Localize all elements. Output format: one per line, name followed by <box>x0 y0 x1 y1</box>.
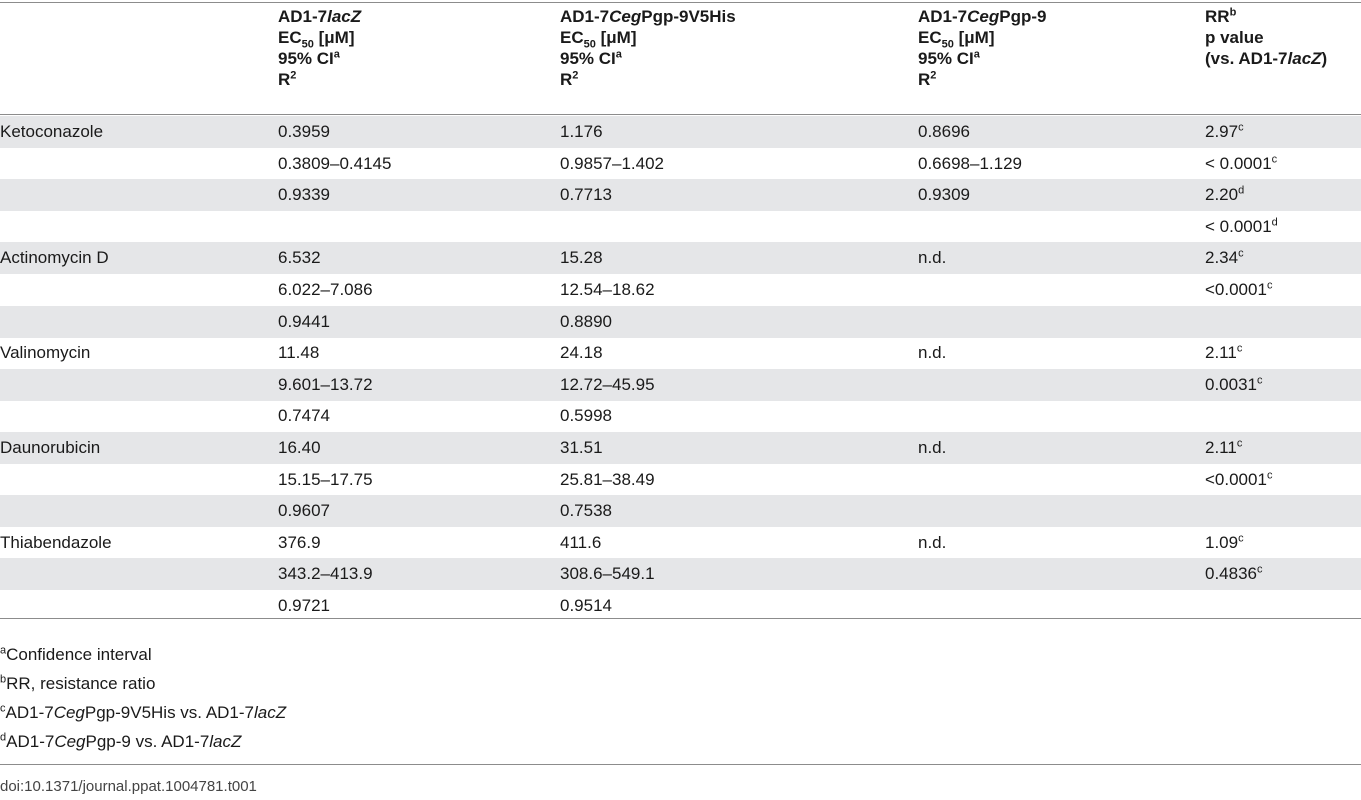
table-cell: < 0.0001d <box>1205 216 1278 236</box>
table-cell: 24.18 <box>560 343 603 363</box>
table-row: Ketoconazole 0.3959 1.176 0.8696 2.97c <box>0 116 1361 148</box>
table-cell: < 0.0001c <box>1205 152 1278 173</box>
table-cell: 0.5998 <box>560 406 612 426</box>
table-row: 343.2–413.9 308.6–549.1 0.4836c <box>0 558 1361 591</box>
footer-rule <box>0 764 1361 765</box>
header-cegpgp9: AD1-7CegPgp-9 EC50 [μM] 95% CIa R2 <box>918 7 1047 89</box>
footnote-d: dAD1-7CegPgp-9 vs. AD1-7lacZ <box>0 731 242 751</box>
table-cell: 411.6 <box>560 532 602 552</box>
bottom-rule <box>0 618 1361 619</box>
table-cell: 2.34c <box>1205 247 1244 268</box>
footnote-a: aConfidence interval <box>0 644 152 664</box>
table-cell: n.d. <box>918 532 947 552</box>
table-cell: 0.9309 <box>918 185 970 205</box>
table-row: 6.022–7.086 12.54–18.62 <0.0001c <box>0 274 1361 306</box>
table-row: Valinomycin 11.48 24.18 n.d. 2.11c <box>0 337 1361 369</box>
table-row: Daunorubicin 16.40 31.51 n.d. 2.11c <box>0 432 1361 464</box>
table-cell: 0.0031c <box>1205 374 1263 394</box>
table-cell: 0.7474 <box>278 406 330 426</box>
table-cell: 1.176 <box>560 122 603 141</box>
table-cell: 15.28 <box>560 248 603 268</box>
table-cell: 9.601–13.72 <box>278 374 373 394</box>
table-cell: n.d. <box>918 438 947 457</box>
table-cell: 16.40 <box>278 438 321 457</box>
table-cell: 12.54–18.62 <box>560 280 655 299</box>
table-cell: <0.0001c <box>1205 279 1273 299</box>
table-cell: 0.7713 <box>560 185 612 205</box>
table-row: Thiabendazole 376.9 411.6 n.d. 1.09c <box>0 527 1361 559</box>
doi-text: doi:10.1371/journal.ppat.1004781.t001 <box>0 778 257 795</box>
table-cell: 2.20d <box>1205 184 1245 205</box>
table-cell: 343.2–413.9 <box>278 564 373 584</box>
table-cell: 0.4836c <box>1205 563 1263 584</box>
table-cell: 2.11c <box>1205 342 1243 363</box>
table-row: 0.9607 0.7538 <box>0 495 1361 528</box>
table-cell: 6.022–7.086 <box>278 280 373 299</box>
table-cell: 308.6–549.1 <box>560 564 655 584</box>
table-cell: 25.81–38.49 <box>560 469 655 489</box>
table-row: 0.9441 0.8890 <box>0 305 1361 338</box>
table-row: 0.9721 0.9514 <box>0 590 1361 622</box>
table-cell: 15.15–17.75 <box>278 469 373 489</box>
table-row: 0.7474 0.5998 <box>0 400 1361 432</box>
top-rule <box>0 2 1361 3</box>
footnotes: aConfidence interval bRR, resistance rat… <box>0 640 286 756</box>
header-lacz: AD1-7lacZ EC50 [μM] 95% CIa R2 <box>278 7 362 89</box>
table-cell: n.d. <box>918 248 947 268</box>
table-cell: 0.3959 <box>278 122 330 141</box>
table-row: < 0.0001d <box>0 211 1361 243</box>
table-cell: 11.48 <box>278 343 320 363</box>
table-cell: 0.9721 <box>278 596 330 615</box>
table-cell: 1.09c <box>1205 532 1244 552</box>
table-cell: Daunorubicin <box>0 438 101 457</box>
header-rr: RRb p value (vs. AD1-7lacZ) <box>1205 6 1328 68</box>
table-row: Actinomycin D 6.532 15.28 n.d. 2.34c <box>0 242 1361 275</box>
table-cell: Ketoconazole <box>0 122 104 141</box>
table-cell: Actinomycin D <box>0 248 109 268</box>
table-cell: 376.9 <box>278 532 321 552</box>
header-rule <box>0 114 1361 115</box>
footnote-c: cAD1-7CegPgp-9V5His vs. AD1-7lacZ <box>0 702 287 722</box>
table-cell: Thiabendazole <box>0 532 112 552</box>
table-cell: 0.8890 <box>560 311 612 331</box>
table-cell: 0.9857–1.402 <box>560 153 664 173</box>
table-cell: 0.6698–1.129 <box>918 153 1022 173</box>
table-cell: 0.8696 <box>918 122 970 141</box>
table-cell: Valinomycin <box>0 343 91 363</box>
footnote-b: bRR, resistance ratio <box>0 673 156 693</box>
table-cell: n.d. <box>918 343 947 363</box>
table-cell: 6.532 <box>278 248 321 268</box>
table-cell: 0.9514 <box>560 596 612 615</box>
table-cell: 2.11c <box>1205 437 1243 457</box>
table-row: 0.9339 0.7713 0.9309 2.20d <box>0 179 1361 212</box>
header-cegpgp9v5his: AD1-7CegPgp-9V5His EC50 [μM] 95% CIa R2 <box>560 7 736 89</box>
table-cell: 12.72–45.95 <box>560 374 655 394</box>
table-row: 0.3809–0.4145 0.9857–1.402 0.6698–1.129 < 0… <box>0 148 1361 180</box>
table-cell: 0.9441 <box>278 311 330 331</box>
table-cell: 0.7538 <box>560 501 612 521</box>
table-cell: 31.51 <box>560 438 603 457</box>
table-cell: 2.97c <box>1205 121 1244 141</box>
table-cell: 0.3809–0.4145 <box>278 153 392 173</box>
table-cell: <0.0001c <box>1205 468 1273 489</box>
table-cell: 0.9607 <box>278 501 330 521</box>
table-cell: 0.9339 <box>278 185 330 205</box>
table-row: 9.601–13.72 12.72–45.95 0.0031c <box>0 368 1361 401</box>
table-row: 15.15–17.75 25.81–38.49 <0.0001c <box>0 464 1361 496</box>
